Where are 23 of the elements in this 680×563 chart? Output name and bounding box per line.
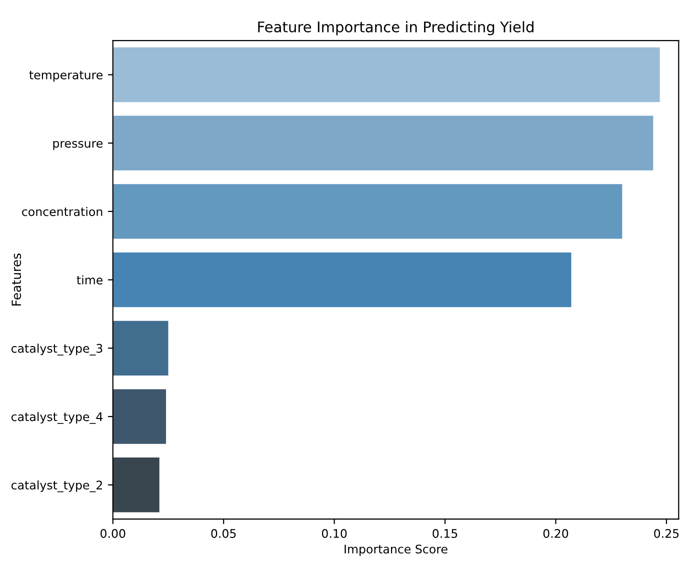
- y-tick-label: pressure: [53, 140, 103, 150]
- bar: [112, 389, 166, 444]
- x-tick-label: 0.25: [654, 529, 679, 538]
- chart-title: Feature Importance in Predicting Yield: [258, 21, 534, 36]
- y-tick-label: temperature: [29, 70, 103, 82]
- x-tick-label: 0.10: [322, 529, 347, 538]
- bar: [112, 320, 168, 376]
- y-tick-label: catalyst_type_4: [11, 412, 102, 424]
- x-tick-label: 0.15: [432, 529, 458, 538]
- bar: [112, 458, 160, 512]
- bar: [112, 116, 654, 170]
- y-tick-label: catalyst_type_3: [11, 344, 102, 356]
- y-tick-label: time: [76, 275, 103, 284]
- x-tick-label: 0.20: [543, 529, 568, 538]
- x-tick-label: 0.05: [211, 529, 236, 538]
- bar: [112, 252, 572, 308]
- x-axis-title: Importance Score: [344, 544, 448, 556]
- x-tick-label: 0.00: [100, 529, 126, 538]
- y-tick-label: catalyst_type_2: [11, 480, 102, 492]
- y-axis-title: Features: [12, 254, 22, 306]
- bar: [112, 47, 660, 102]
- y-tick-label: concentration: [22, 206, 102, 216]
- bar: [112, 184, 622, 239]
